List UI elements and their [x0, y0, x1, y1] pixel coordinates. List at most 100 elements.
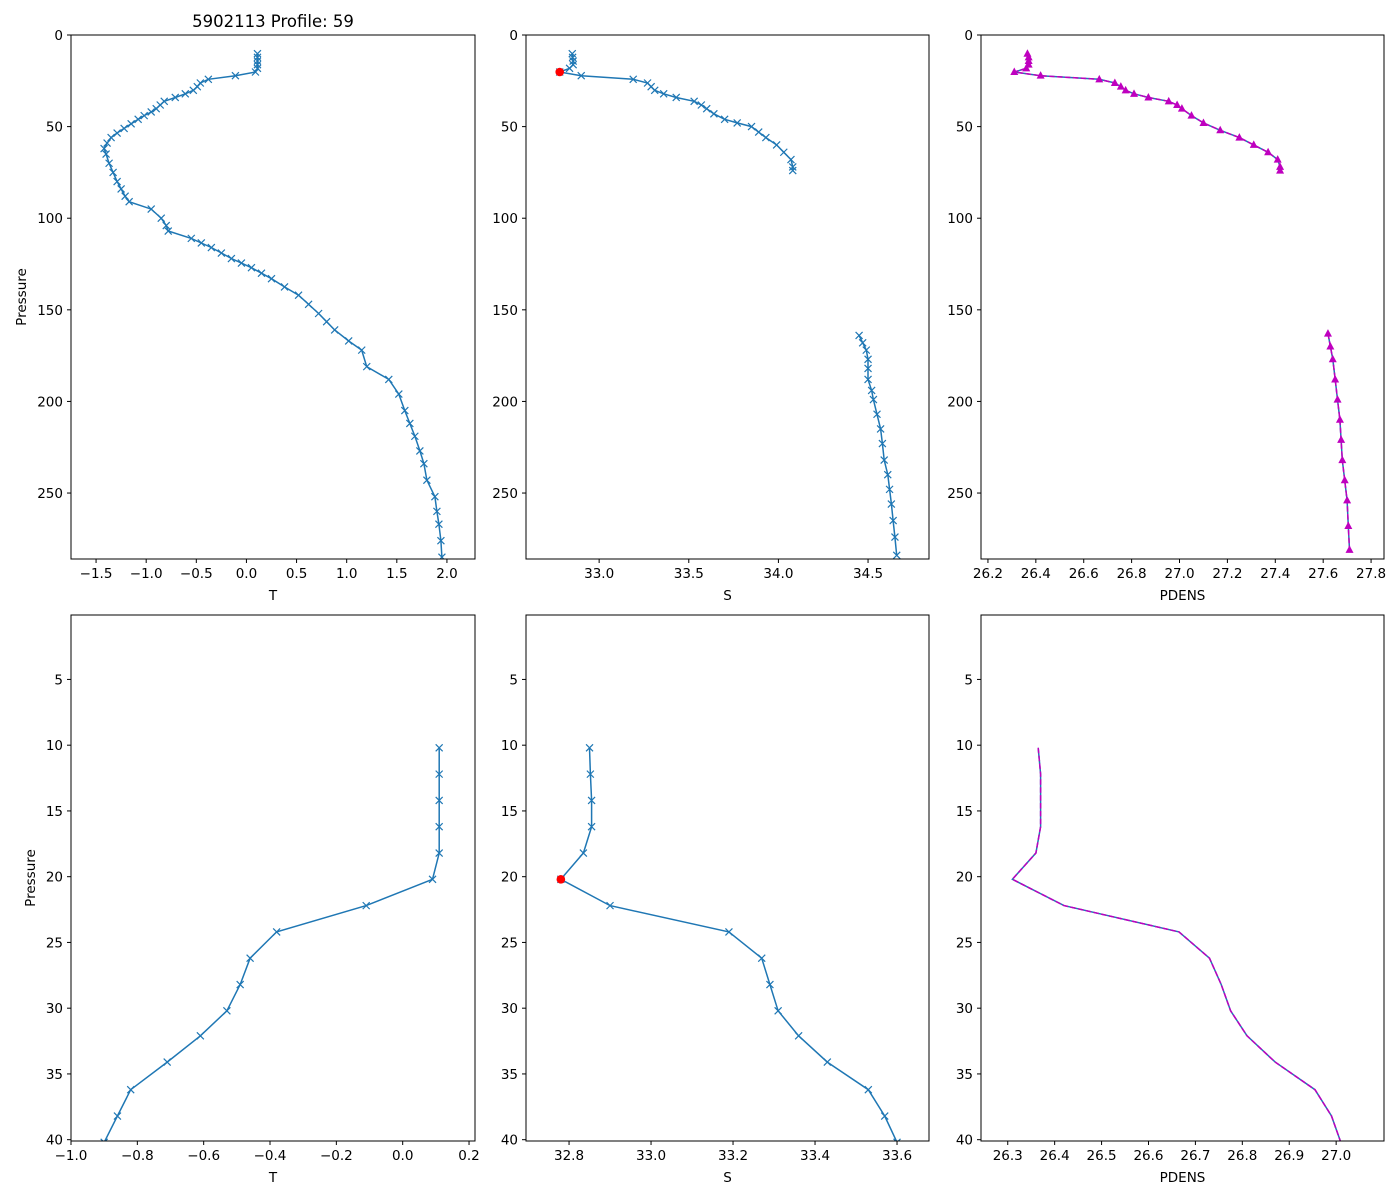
y-tick-label: 30 [956, 1001, 973, 1017]
plot-area [1011, 747, 1342, 1141]
triangle-marker [1326, 341, 1335, 350]
x-tick-label: 0.5 [286, 566, 307, 582]
x-marker [435, 822, 444, 831]
x-marker [823, 1058, 832, 1067]
x-tick-label: 27.4 [1260, 566, 1290, 582]
x-marker [867, 386, 876, 395]
x-marker [189, 86, 198, 95]
x-marker [100, 1138, 109, 1141]
series-dashed-line-pdens [1014, 53, 1281, 171]
triangle-marker [1264, 147, 1273, 156]
x-marker [774, 1006, 783, 1015]
x-tick-label: 26.6 [1133, 1148, 1163, 1164]
x-marker [147, 108, 156, 116]
x-tick-label: 26.4 [1021, 566, 1051, 582]
x-marker [187, 234, 196, 243]
x-marker [858, 338, 867, 347]
series-line-s [556, 53, 794, 171]
x-tick-label: 26.7 [1180, 1148, 1210, 1164]
x-marker [436, 536, 445, 545]
triangle-marker [1177, 104, 1186, 112]
y-tick-label: 10 [501, 738, 518, 754]
x-tick-label: −0.5 [180, 566, 213, 582]
x-marker [889, 516, 898, 525]
series-line-t [103, 53, 443, 558]
x-marker [788, 162, 797, 171]
x-marker [585, 743, 594, 752]
x-marker [887, 500, 896, 508]
x-tick-label: −0.2 [320, 1148, 353, 1164]
subplot-1: −1.5 −1.0 −0.5 0.0 0.5 1.0 1.5 2.0 0 50 100 150 200 2… [14, 28, 476, 604]
x-marker [257, 269, 266, 278]
x-marker [357, 346, 366, 355]
x-marker [304, 300, 313, 309]
y-tick-label: 50 [46, 120, 63, 136]
x-marker [164, 227, 173, 235]
x-marker [107, 133, 116, 142]
x-marker [152, 104, 161, 113]
series-line-t [104, 747, 440, 1141]
x-axis-label: S [723, 1170, 732, 1186]
x-marker [855, 331, 864, 340]
x-tick-label: 1.5 [386, 566, 407, 582]
y-tick-label: 0 [964, 28, 973, 44]
x-marker [127, 119, 136, 128]
x-marker [794, 1031, 803, 1040]
triangle-marker [1345, 545, 1354, 553]
x-tick-label: 33.0 [584, 566, 614, 582]
x-tick-label: 32.8 [554, 1148, 584, 1164]
x-marker [140, 111, 149, 120]
x-marker [251, 68, 260, 76]
x-tick-label: 27.8 [1356, 566, 1386, 582]
y-tick-label: 5 [54, 672, 63, 688]
y-tick-label: 5 [509, 672, 518, 688]
axes-frame [980, 614, 1385, 1142]
triangle-marker [1121, 85, 1130, 94]
x-marker [410, 432, 419, 441]
y-tick-label: 35 [501, 1067, 518, 1083]
subplot-2: 33.0 33.5 34.0 34.5 0 50 100 150 200 250 S [492, 28, 930, 604]
x-marker [891, 533, 899, 541]
x-marker [117, 184, 126, 193]
x-marker [434, 520, 443, 529]
triangle-marker [1173, 100, 1182, 108]
subplot-6: 26.3 26.4 26.5 26.6 26.7 26.8 26.9 27.0 5 10 15 20 2… [956, 614, 1385, 1186]
y-tick-label: 20 [46, 870, 63, 886]
y-tick-label: 100 [947, 211, 973, 227]
x-tick-label: 33.5 [674, 566, 704, 582]
x-marker [384, 375, 393, 384]
x-marker [587, 796, 596, 805]
y-tick-label: 15 [501, 804, 518, 820]
series-line-pdens [1011, 747, 1342, 1141]
y-tick-label: 40 [501, 1133, 518, 1149]
x-tick-label: −1.5 [80, 566, 113, 582]
y-tick-label: 250 [492, 486, 518, 502]
y-tick-label: 15 [956, 804, 973, 820]
x-axis-label: T [268, 588, 278, 604]
y-tick-label: 200 [492, 394, 518, 410]
x-tick-label: 33.4 [800, 1148, 830, 1164]
y-tick-label: 35 [956, 1067, 973, 1083]
x-marker [415, 446, 424, 455]
x-marker [733, 119, 742, 127]
x-marker [702, 104, 711, 113]
triangle-marker [1337, 435, 1346, 443]
x-marker [432, 507, 441, 516]
triangle-marker [1335, 415, 1344, 423]
y-tick-label: 200 [947, 394, 973, 410]
x-marker [227, 254, 236, 263]
x-marker [113, 1112, 122, 1120]
triangle-marker [1022, 63, 1031, 72]
x-marker [873, 410, 881, 419]
y-tick-label: 25 [501, 935, 518, 951]
y-axis-label: Pressure [23, 849, 39, 907]
x-tick-label: 33.0 [636, 1148, 666, 1164]
triangle-marker [1110, 78, 1119, 87]
x-marker [869, 395, 878, 404]
x-marker [629, 75, 638, 84]
y-tick-label: 30 [46, 1001, 63, 1017]
plot-area [556, 743, 901, 1141]
x-tick-label: 26.6 [1069, 566, 1099, 582]
x-marker [885, 485, 894, 494]
x-marker [126, 1085, 135, 1094]
